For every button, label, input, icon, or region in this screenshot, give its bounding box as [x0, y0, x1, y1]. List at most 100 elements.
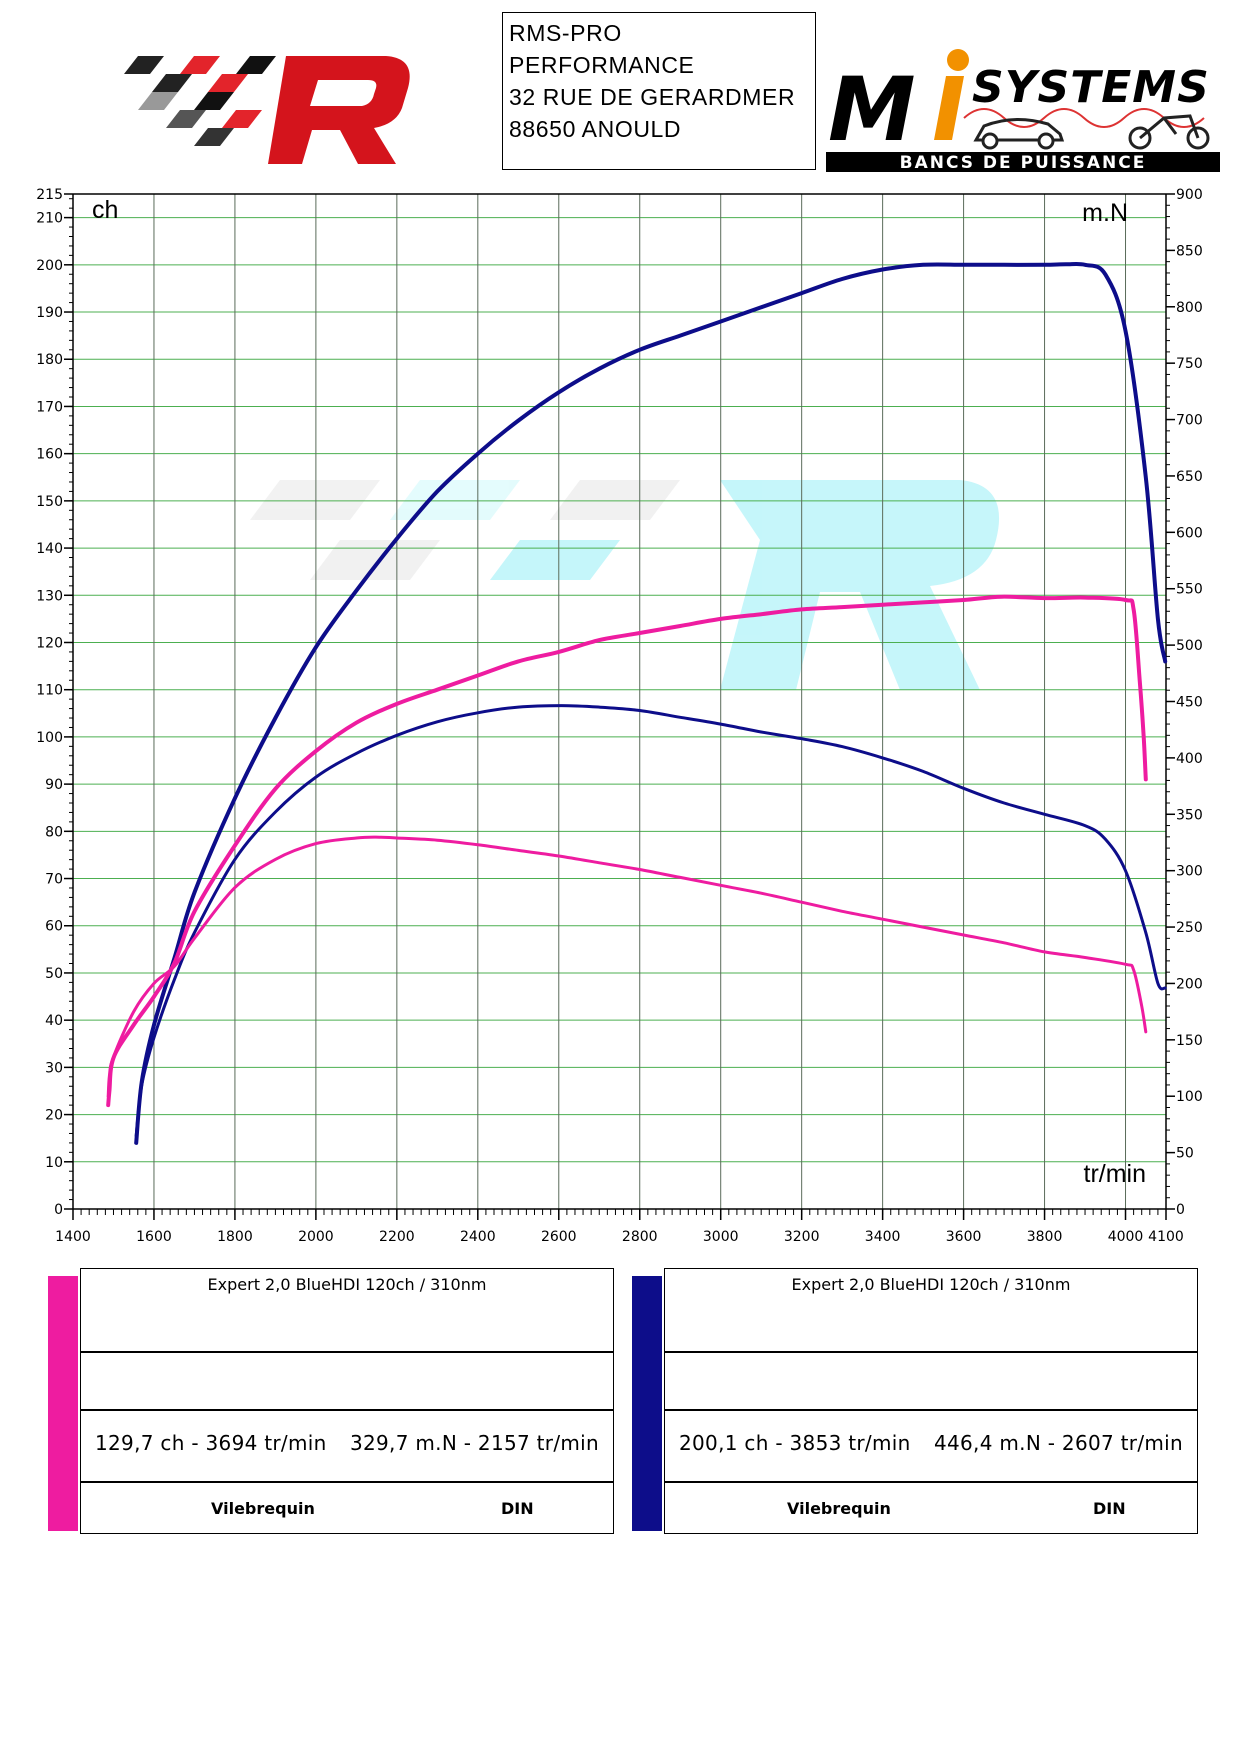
left-unit-label: ch [92, 196, 118, 224]
right-tick-label: 600 [1176, 525, 1203, 541]
r-letter-icon [268, 56, 410, 164]
pink-standard: DIN [501, 1499, 534, 1518]
blue-mode: Vilebrequin [787, 1499, 891, 1518]
x-tick-label: 2800 [622, 1229, 658, 1245]
right-tick-label: 500 [1176, 638, 1203, 654]
address-line-4: 88650 ANOULD [509, 116, 682, 142]
logo-tagline: BANCS DE PUISSANCE [900, 153, 1147, 173]
left-tick-label: 50 [45, 966, 63, 982]
right-tick-label: 850 [1176, 243, 1203, 259]
right-tick-label: 200 [1176, 976, 1203, 992]
left-tick-label: 100 [36, 730, 63, 746]
rms-logo [118, 52, 418, 172]
right-tick-label: 700 [1176, 413, 1203, 429]
x-tick-label: 4000 [1108, 1229, 1144, 1245]
right-tick-label: 0 [1176, 1202, 1185, 1218]
x-tick-label: 2600 [541, 1229, 577, 1245]
logo-i-stem-icon [934, 76, 964, 140]
address-box: RMS-PRO PERFORMANCE 32 RUE DE GERARDMER … [502, 12, 816, 170]
right-tick-label: 250 [1176, 920, 1203, 936]
left-tick-label: 120 [36, 635, 63, 651]
x-axis-ticks: 1400 1600 1800 2000 2200 2400 2600 2800 3000 3200… [55, 1209, 1184, 1245]
x-tick-label: 4100 [1148, 1229, 1184, 1245]
right-tick-label: 650 [1176, 469, 1203, 485]
blue-standard: DIN [1093, 1499, 1126, 1518]
series-layer [106, 261, 1168, 1145]
address-line-2: PERFORMANCE [509, 52, 695, 78]
pink-vehicle-name: Expert 2,0 BlueHDI 120ch / 310nm [207, 1275, 487, 1294]
x-tick-label: 3400 [865, 1229, 901, 1245]
left-axis-ticks: 0 10 20 30 40 50 60 70 80 90 100 110 120 130 140 150 160… [36, 187, 73, 1218]
left-tick-label: 190 [36, 305, 63, 321]
left-tick-label: 70 [45, 872, 63, 888]
left-tick-label: 110 [36, 683, 63, 699]
address-line-3: 32 RUE DE GERARDMER [509, 84, 796, 110]
chart-grid [73, 194, 1166, 1209]
checkered-flag-icon [124, 56, 276, 146]
pink-mode: Vilebrequin [211, 1499, 315, 1518]
right-tick-label: 800 [1176, 300, 1203, 316]
blue-max-power: 200,1 ch - 3853 tr/min [679, 1431, 911, 1455]
left-tick-label: 150 [36, 494, 63, 510]
left-tick-label: 40 [45, 1013, 63, 1029]
x-tick-label: 3800 [1027, 1229, 1063, 1245]
rms-logo-graphic [124, 56, 410, 164]
logo-i-dot-icon [947, 49, 969, 71]
right-tick-label: 100 [1176, 1089, 1203, 1105]
right-tick-label: 150 [1176, 1033, 1203, 1049]
right-tick-label: 900 [1176, 187, 1203, 203]
x-tick-label: 1600 [136, 1229, 172, 1245]
pink-run-swatch [48, 1276, 78, 1531]
x-tick-label: 1400 [55, 1229, 91, 1245]
left-tick-label: 200 [36, 258, 63, 274]
watermark-logo [250, 480, 1000, 690]
right-unit-label: m.N [1082, 199, 1128, 227]
series-line-2 [106, 594, 1148, 1108]
x-tick-label: 3200 [784, 1229, 820, 1245]
car-icon [973, 117, 1065, 150]
logo-systems-text: SYSTEMS [972, 62, 1210, 113]
x-tick-label: 3000 [703, 1229, 739, 1245]
motorbike-icon [1128, 114, 1210, 150]
right-tick-label: 400 [1176, 751, 1203, 767]
left-tick-label: 130 [36, 588, 63, 604]
x-tick-label: 2000 [298, 1229, 334, 1245]
right-tick-label: 450 [1176, 695, 1203, 711]
misystems-logo: M SYSTEMS BANCS DE PUISSANCE [824, 48, 1224, 178]
tagline-bar [826, 152, 1220, 172]
chart-axes [72, 193, 1167, 1210]
left-tick-label: 160 [36, 447, 63, 463]
left-tick-label: 170 [36, 399, 63, 415]
pink-run-table: Expert 2,0 BlueHDI 120ch / 310nm 129,7 c… [80, 1268, 614, 1534]
right-tick-label: 50 [1176, 1146, 1194, 1162]
left-tick-label: 10 [45, 1155, 63, 1171]
x-tick-label: 1800 [217, 1229, 253, 1245]
series-line-0 [134, 261, 1168, 1145]
right-tick-label: 750 [1176, 356, 1203, 372]
left-tick-label: 0 [54, 1202, 63, 1218]
left-tick-label: 80 [45, 824, 63, 840]
right-tick-label: 550 [1176, 582, 1203, 598]
left-tick-label: 210 [36, 211, 63, 227]
left-tick-label: 215 [36, 187, 63, 203]
blue-vehicle-name: Expert 2,0 BlueHDI 120ch / 310nm [791, 1275, 1071, 1294]
x-tick-label: 2400 [460, 1229, 496, 1245]
left-tick-label: 180 [36, 352, 63, 368]
x-unit-label: tr/min [1084, 1160, 1147, 1188]
right-axis-ticks: 0 50 100 150 200 250 300 350 400 450 500 550 600 650 7… [1166, 187, 1203, 1218]
logo-m-letter: M [828, 58, 916, 161]
blue-run-swatch [632, 1276, 662, 1531]
series-line-1 [134, 704, 1167, 1138]
pink-max-power: 129,7 ch - 3694 tr/min [95, 1431, 327, 1455]
left-tick-label: 90 [45, 777, 63, 793]
address-line-1: RMS-PRO [509, 20, 622, 46]
misystems-logo-graphic: M SYSTEMS BANCS DE PUISSANCE [826, 49, 1220, 173]
left-tick-label: 20 [45, 1108, 63, 1124]
right-tick-label: 300 [1176, 864, 1203, 880]
x-tick-label: 2200 [379, 1229, 415, 1245]
right-tick-label: 350 [1176, 807, 1203, 823]
pink-max-torque: 329,7 m.N - 2157 tr/min [349, 1431, 599, 1455]
dyno-chart: 0 10 20 30 40 50 60 70 80 90 100 110 120 130 140 150 160… [36, 187, 1203, 1245]
x-tick-label: 3600 [946, 1229, 982, 1245]
series-line-3 [106, 835, 1148, 1098]
